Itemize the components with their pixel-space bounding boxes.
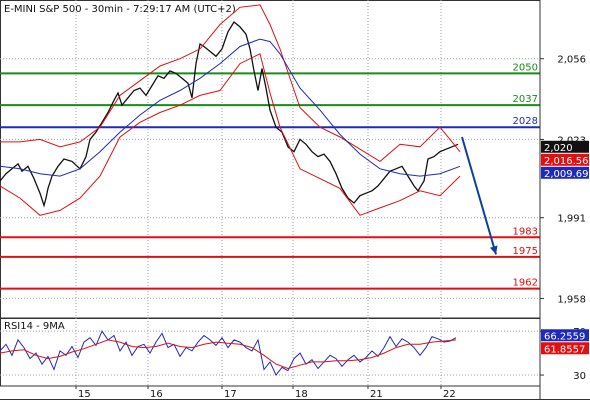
level-label-2050: 2050 xyxy=(513,62,538,73)
rsi-series-rsi14 xyxy=(0,330,457,376)
rsi-label: RSI14 - 9MA xyxy=(4,321,65,332)
price-plot-frame xyxy=(0,0,541,319)
rsi-y-tick-label: 30 xyxy=(573,371,586,382)
price-value-box-2-bg xyxy=(541,166,589,179)
rsi-series-9ma xyxy=(0,339,457,370)
rsi-value-box-0-label: 66.2559 xyxy=(544,331,585,342)
level-label-1975: 1975 xyxy=(513,246,538,257)
x-tick-label: 21 xyxy=(370,389,383,400)
level-label-2037: 2037 xyxy=(513,94,538,105)
price-value-box-1-label: 2,016.56 xyxy=(544,156,589,167)
level-label-1962: 1962 xyxy=(513,278,538,289)
x-tick-label: 16 xyxy=(150,389,163,400)
projection-arrow-shaft xyxy=(461,136,497,255)
price-y-tick-label: 2,056 xyxy=(557,55,586,66)
rsi-value-box-1-bg xyxy=(541,342,589,355)
x-tick-label: 17 xyxy=(224,389,237,400)
rsi-value-box-0-bg xyxy=(541,329,589,342)
x-tick-label: 18 xyxy=(295,389,308,400)
projection-arrow-head xyxy=(489,245,498,255)
x-tick-label: 15 xyxy=(78,389,91,400)
level-label-2028: 2028 xyxy=(513,116,538,127)
price-y-tick-label: 1,991 xyxy=(557,214,586,225)
price-y-tick-label: 1,958 xyxy=(557,294,586,305)
rsi-plot xyxy=(0,318,541,387)
rsi-plot-frame xyxy=(0,318,541,387)
chart-title: E-MINI S&P 500 - 30min - 7:29:17 AM (UTC… xyxy=(4,4,236,15)
x-tick-label: 22 xyxy=(443,389,456,400)
price-value-box-0-bg xyxy=(541,140,589,153)
price-value-box-1-bg xyxy=(541,153,589,166)
price-value-box-0-label: 2,020 xyxy=(544,143,573,154)
series-close xyxy=(0,21,459,208)
level-label-1983: 1983 xyxy=(513,226,538,237)
series-bollinger-upper xyxy=(0,4,461,163)
price-value-box-2-label: 2,009.69 xyxy=(544,169,589,180)
rsi-value-box-1-label: 61.8557 xyxy=(544,344,585,355)
series-bollinger-lower xyxy=(0,53,461,216)
price-plot: 2050 2037 2028 1983 1975 1962 xyxy=(0,0,541,319)
series-moving-average xyxy=(0,38,461,177)
